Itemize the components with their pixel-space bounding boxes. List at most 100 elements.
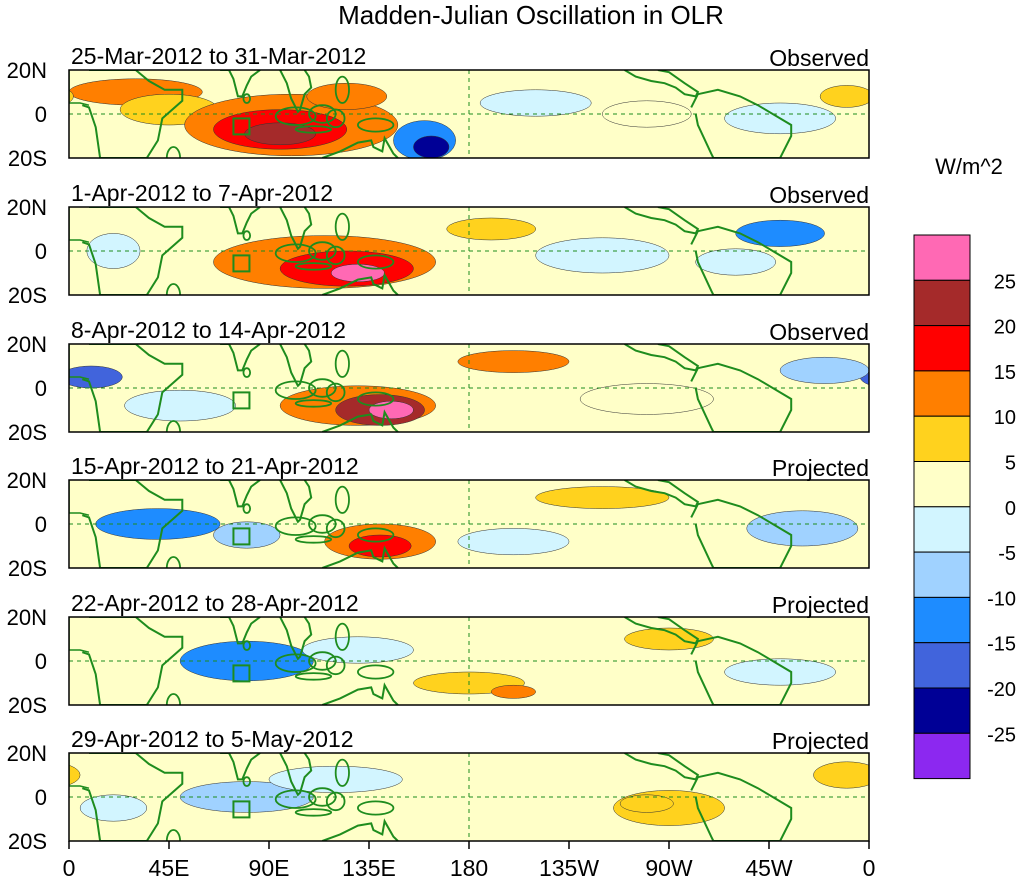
colorbar-label: -5: [998, 543, 1016, 565]
colorbar-units: W/m^2: [935, 154, 1003, 179]
panel-status: Projected: [772, 728, 869, 754]
coastline: [624, 480, 700, 508]
chart-title: Madden-Julian Oscillation in OLR: [338, 0, 724, 30]
coastline: [69, 753, 90, 789]
island-outline: [294, 535, 333, 544]
island-outline: [242, 367, 252, 378]
anomaly-region: [535, 486, 670, 509]
lat-tick-label: 0: [35, 239, 47, 264]
anomaly-region: [746, 510, 859, 547]
region-box: [232, 800, 251, 819]
anomaly-region: [535, 237, 670, 274]
lat-tick-label: 20S: [8, 556, 47, 581]
colorbar-swatch: [913, 596, 971, 644]
island-outline: [325, 791, 346, 812]
coastline: [690, 88, 793, 158]
lat-tick-label: 0: [35, 102, 47, 127]
colorbar-swatch: [913, 642, 971, 689]
panel-date-range: 1-Apr-2012 to 7-Apr-2012: [71, 180, 333, 206]
panel-date-range: 8-Apr-2012 to 14-Apr-2012: [71, 317, 346, 343]
coastline: [624, 753, 700, 781]
anomaly-region: [579, 383, 714, 415]
colorbar-swatch: [913, 551, 971, 598]
colorbar-swatch: [913, 325, 971, 372]
coastline: [279, 207, 313, 251]
anomaly-region: [980, 782, 1021, 813]
anomaly-region: [868, 90, 869, 94]
island-outline: [356, 254, 395, 270]
island-outline: [325, 518, 346, 539]
coastline: [69, 344, 90, 380]
coastline: [81, 70, 184, 158]
island-outline: [308, 514, 337, 534]
coastline: [220, 617, 261, 645]
region-box: [232, 254, 251, 273]
anomaly-region: [368, 400, 414, 420]
lon-tick-label: 90W: [645, 855, 693, 881]
coastline: [624, 207, 700, 235]
coastline: [220, 753, 261, 781]
lat-tick-label: 20N: [7, 332, 47, 357]
coastline: [321, 545, 399, 568]
island-outline: [274, 653, 317, 673]
island-outline: [334, 485, 350, 514]
lat-tick-label: 0: [35, 649, 47, 674]
lat-tick-label: 20S: [8, 420, 47, 445]
anomaly-region: [79, 794, 148, 822]
island-outline: [334, 349, 350, 378]
panel-status: Observed: [769, 319, 869, 345]
anomaly-region: [446, 217, 536, 241]
coastline: [220, 70, 261, 98]
coastline: [220, 344, 261, 372]
anomaly-region: [0, 659, 36, 685]
island-outline: [294, 125, 333, 134]
colorbar-label: -10: [987, 588, 1016, 610]
island-outline: [274, 516, 317, 536]
map-panel: 22-Apr-2012 to 28-Apr-2012 Projected 20N 0 2…: [0, 590, 870, 718]
panel-frame: [68, 69, 870, 159]
anomaly-region: [0, 511, 58, 546]
colorbar-swatch: [913, 370, 971, 417]
island-outline: [325, 108, 346, 129]
island-outline: [294, 672, 333, 681]
coastline: [690, 362, 793, 432]
colorbar-swatch: [913, 234, 971, 281]
island-outline: [308, 651, 337, 671]
coastline: [321, 818, 399, 841]
panel-status: Observed: [769, 182, 869, 208]
coastline: [690, 635, 793, 705]
panel-frame: [68, 616, 870, 706]
region-box: [232, 117, 251, 136]
colorbar-label: 25: [994, 271, 1016, 293]
lon-tick-label: 45W: [745, 855, 793, 881]
map-panel: 25-Mar-2012 to 31-Mar-2012 Observed 20N 0 20…: [0, 43, 1021, 171]
anomaly-region: [985, 94, 1021, 156]
panel-date-range: 25-Mar-2012 to 31-Mar-2012: [71, 43, 366, 69]
longitude-axis: 0 45E 90E 135E 180 135W 90W 45W 0: [63, 841, 875, 881]
island-outline: [334, 75, 350, 104]
coastline: [321, 272, 399, 295]
anomaly-region: [819, 85, 869, 108]
coastline: [69, 207, 90, 243]
anomaly-region: [695, 248, 776, 276]
panel-status: Projected: [772, 592, 869, 618]
colorbar-swatch: [913, 279, 971, 327]
island-outline: [294, 262, 333, 271]
anomaly-region: [413, 135, 450, 158]
lon-tick-label: 45E: [149, 855, 190, 881]
anomaly-region: [1013, 110, 1021, 150]
anomaly-region: [213, 521, 281, 549]
coastline: [220, 480, 261, 508]
lat-tick-label: 20N: [7, 195, 47, 220]
anomaly-region: [0, 103, 36, 134]
coastline: [81, 617, 184, 705]
island-outline: [356, 391, 395, 407]
coastline: [81, 480, 184, 568]
island-outline: [165, 420, 182, 432]
coastline: [321, 682, 399, 705]
coastline: [81, 344, 184, 432]
lat-tick-label: 0: [35, 376, 47, 401]
coastline: [220, 207, 261, 235]
colorbar-label: 15: [994, 362, 1016, 384]
